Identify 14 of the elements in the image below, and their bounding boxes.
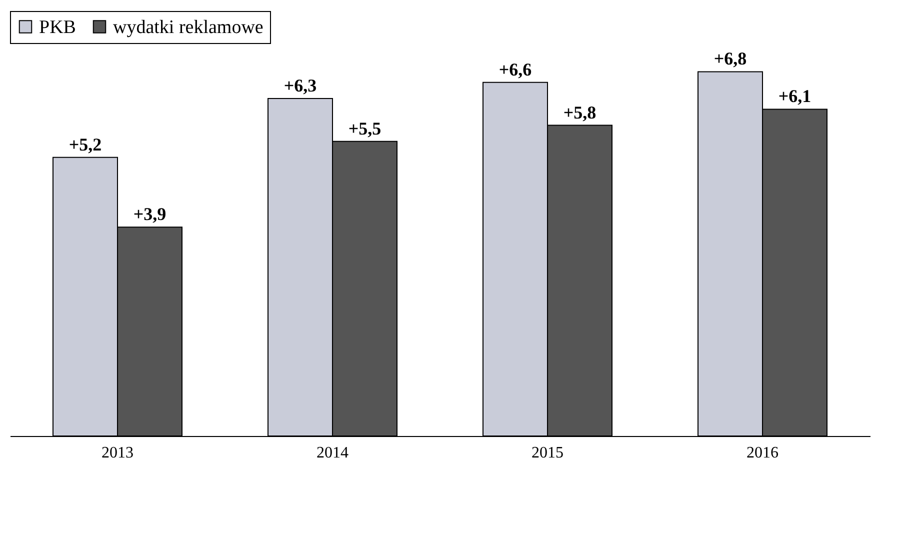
legend-label: PKB [39,16,76,38]
x-tick-label: 2015 [532,444,564,462]
x-tick-label: 2013 [102,444,134,462]
data-label: +5,5 [348,118,382,138]
data-label: +5,2 [68,134,102,154]
data-label: +5,8 [563,102,596,122]
data-label: +6,8 [714,48,747,69]
x-tick-label: 2014 [316,444,348,462]
data-label: +6,6 [498,59,532,80]
x-tick-label: 2016 [746,444,778,462]
data-label: +6,3 [284,76,317,96]
data-label: +3,9 [133,204,166,224]
data-label: +6,1 [778,86,812,106]
legend-label: wydatki reklamowe [113,16,264,38]
